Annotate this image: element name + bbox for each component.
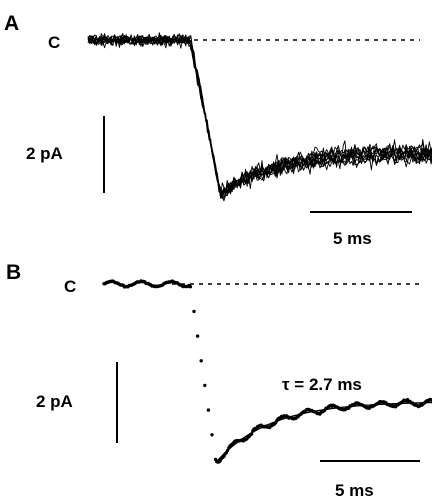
panel-b-data-point	[206, 408, 211, 412]
panel-a-scale-bar-y-label: 2 pA	[26, 144, 63, 163]
panel-b: B C τ = 2.7 ms 2 pA 5 ms	[6, 261, 432, 500]
panel-a-sweep	[87, 33, 432, 195]
panel-b-exponential-fit	[215, 401, 432, 463]
panel-a-sweep	[87, 34, 432, 197]
panel-a: A C 2 pA 5 ms	[4, 12, 432, 248]
panel-a-sweep	[87, 32, 432, 200]
panel-a-traces	[87, 32, 432, 202]
panel-b-scale-bar-x-label: 5 ms	[335, 481, 374, 500]
panel-b-scale-bar-y-label: 2 pA	[36, 392, 73, 411]
panel-b-data-point	[188, 285, 193, 289]
panel-b-data-point	[195, 334, 200, 338]
panel-a-closed-label: C	[48, 33, 60, 52]
panel-b-data-point	[203, 383, 207, 388]
panel-b-letter: B	[6, 261, 21, 284]
panel-b-data-point	[199, 359, 203, 363]
panel-a-sweep	[87, 33, 432, 196]
panel-b-trace	[102, 279, 432, 464]
panel-b-closed-label: C	[64, 277, 76, 296]
panel-b-data-point	[210, 433, 214, 437]
panel-a-scale-bar-x-label: 5 ms	[333, 229, 372, 248]
panel-b-data-point	[192, 309, 196, 314]
panel-a-sweep	[87, 34, 432, 199]
panel-a-letter: A	[4, 12, 19, 35]
panel-b-tau-annotation: τ = 2.7 ms	[282, 375, 362, 394]
